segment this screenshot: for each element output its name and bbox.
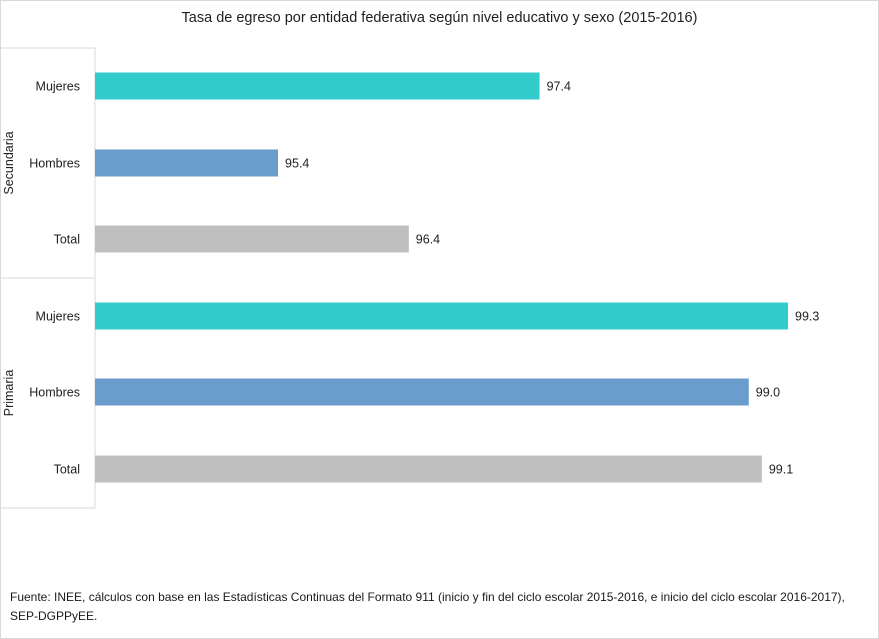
bar [95, 378, 749, 406]
data-label: 99.1 [769, 463, 793, 477]
bar [95, 455, 762, 483]
category-label: Mujeres [36, 310, 80, 324]
category-label: Hombres [29, 157, 80, 171]
bar [95, 225, 409, 253]
data-label: 96.4 [416, 233, 440, 247]
data-label: 95.4 [285, 157, 309, 171]
data-label: 99.3 [795, 310, 819, 324]
category-label: Total [54, 463, 80, 477]
group-label: Primaria [2, 370, 16, 417]
data-label: 99.0 [756, 386, 780, 400]
source-note: Fuente: INEE, cálculos con base en las E… [10, 590, 845, 623]
data-label: 97.4 [547, 80, 571, 94]
category-label: Hombres [29, 386, 80, 400]
category-label: Mujeres [36, 80, 80, 94]
group-label: Secundaria [2, 131, 16, 194]
chart-title: Tasa de egreso por entidad federativa se… [181, 10, 698, 26]
bar [95, 302, 788, 330]
bar [95, 149, 279, 177]
bar [95, 72, 540, 100]
category-label: Total [54, 233, 80, 247]
